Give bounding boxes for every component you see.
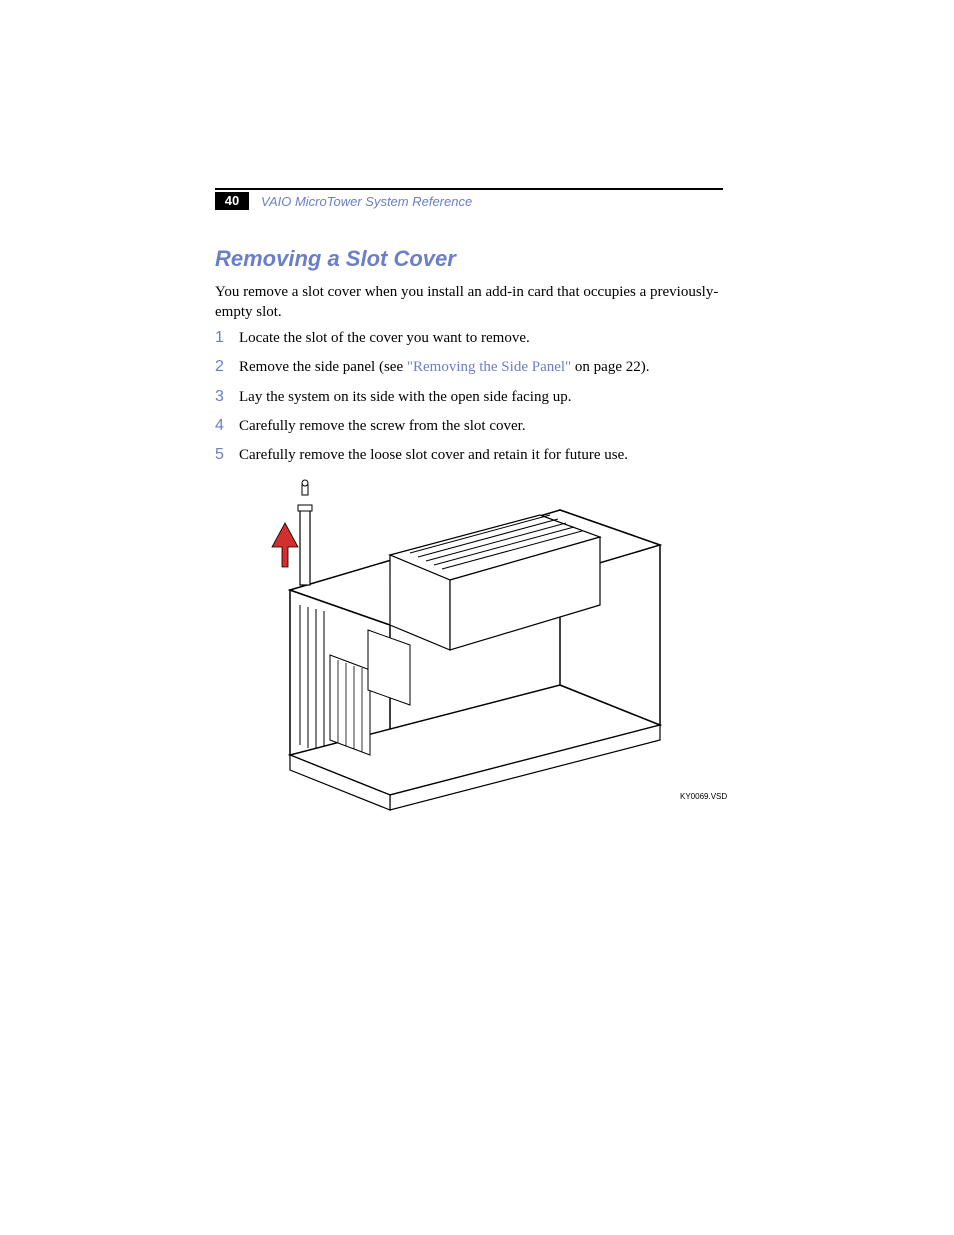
arrow-up-icon	[272, 523, 298, 567]
step-number: 3	[215, 388, 239, 406]
header-rule	[215, 188, 723, 190]
step-item: 2 Remove the side panel (see "Removing t…	[215, 357, 725, 377]
section-title: Removing a Slot Cover	[215, 246, 456, 272]
step-item: 4 Carefully remove the screw from the sl…	[215, 416, 725, 436]
step-number: 4	[215, 417, 239, 435]
page-number: 40	[225, 193, 239, 208]
step-text-before: Remove the side panel (see	[239, 359, 407, 375]
step-number: 2	[215, 358, 239, 376]
step-text-after: on page 22).	[571, 359, 649, 375]
running-header: VAIO MicroTower System Reference	[261, 194, 472, 209]
step-text: Carefully remove the screw from the slot…	[239, 416, 526, 436]
step-item: 5 Carefully remove the loose slot cover …	[215, 445, 725, 465]
step-text: Remove the side panel (see "Removing the…	[239, 357, 649, 377]
steps-list: 1 Locate the slot of the cover you want …	[215, 328, 725, 474]
step-text: Lay the system on its side with the open…	[239, 387, 571, 407]
cross-reference-link[interactable]: "Removing the Side Panel"	[407, 359, 571, 375]
intro-paragraph: You remove a slot cover when you install…	[215, 282, 725, 323]
step-text: Locate the slot of the cover you want to…	[239, 328, 530, 348]
step-text: Carefully remove the loose slot cover an…	[239, 445, 628, 465]
page-number-box: 40	[215, 192, 249, 210]
step-number: 1	[215, 329, 239, 347]
figure-label: KY0069.VSD	[680, 792, 727, 801]
step-item: 1 Locate the slot of the cover you want …	[215, 328, 725, 348]
step-number: 5	[215, 446, 239, 464]
figure-diagram	[260, 475, 730, 815]
step-item: 3 Lay the system on its side with the op…	[215, 387, 725, 407]
computer-case-diagram	[260, 475, 730, 815]
